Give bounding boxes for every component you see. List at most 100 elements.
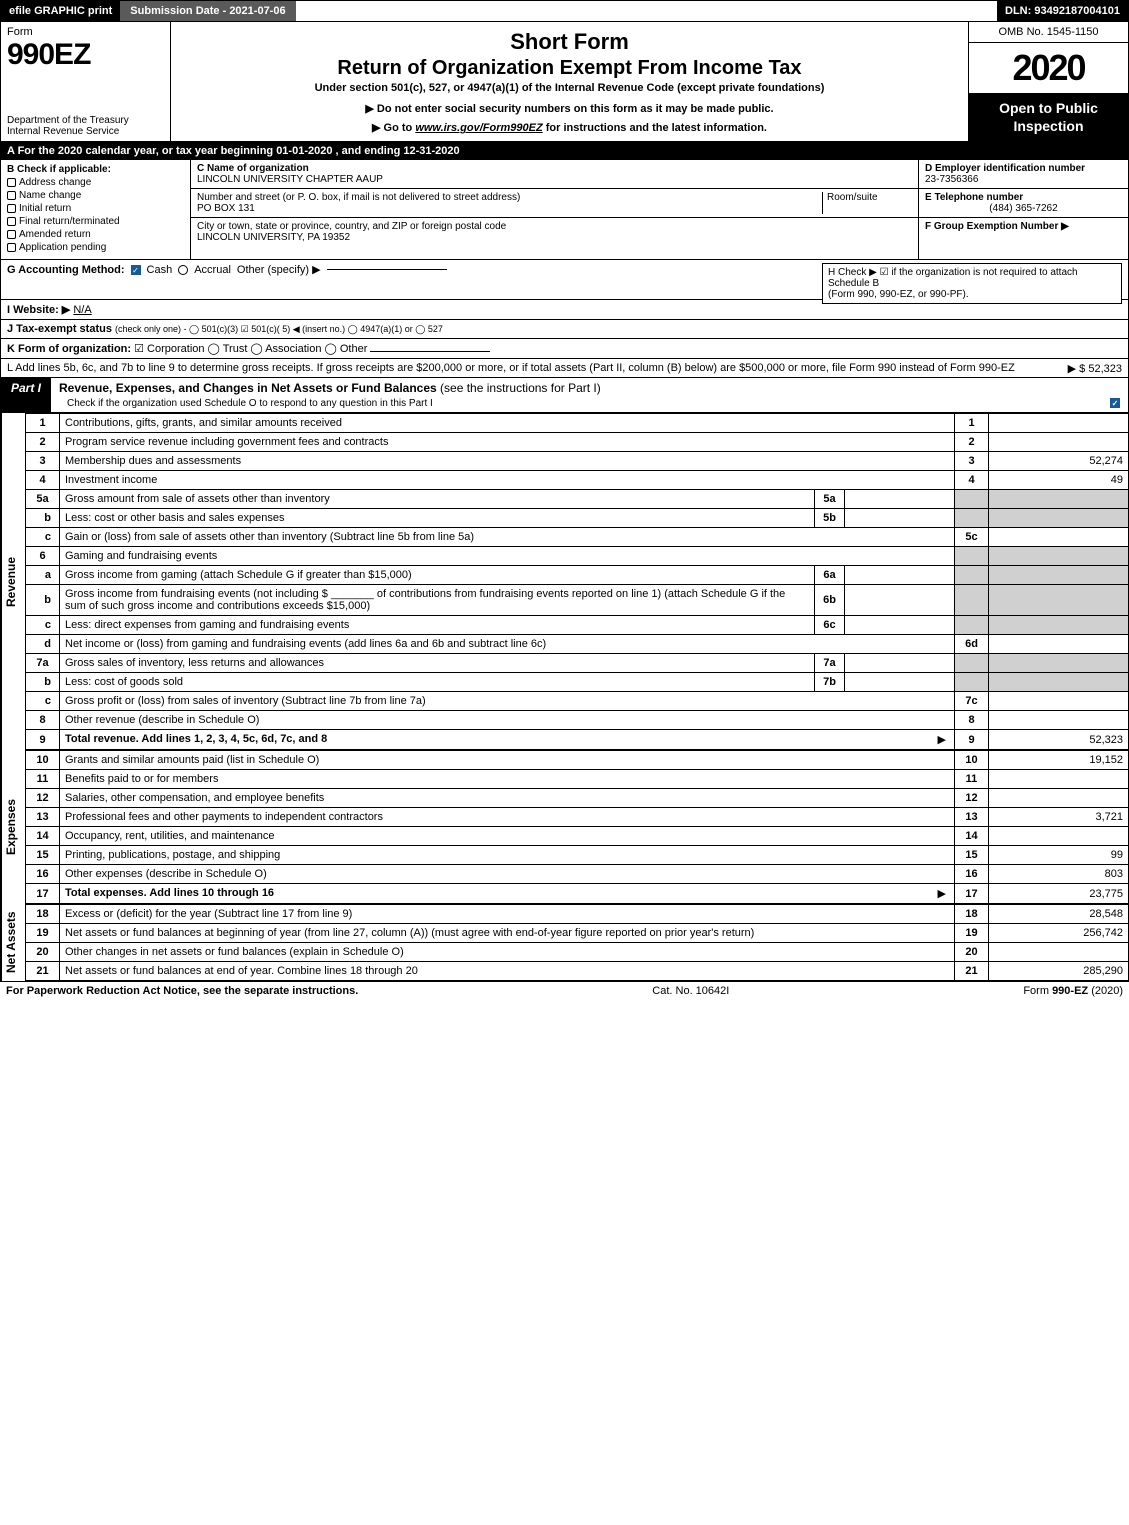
line-2: 2Program service revenue including gover…	[26, 433, 1129, 452]
line-1: 1Contributions, gifts, grants, and simil…	[26, 414, 1129, 433]
org-name-row: C Name of organization LINCOLN UNIVERSIT…	[191, 160, 918, 189]
website-label: I Website: ▶	[7, 304, 70, 316]
header-left: Form 990EZ Department of the Treasury In…	[1, 22, 171, 141]
line-21: 21Net assets or fund balances at end of …	[26, 962, 1129, 981]
address-row: Number and street (or P. O. box, if mail…	[191, 189, 918, 218]
line-6a: aGross income from gaming (attach Schedu…	[26, 566, 1129, 585]
section-l-amount: ▶ $ 52,323	[1068, 362, 1122, 375]
line-4: 4Investment income449	[26, 471, 1129, 490]
line-16: 16Other expenses (describe in Schedule O…	[26, 865, 1129, 884]
revenue-side-label: Revenue	[1, 413, 25, 750]
line-20: 20Other changes in net assets or fund ba…	[26, 943, 1129, 962]
h-text1: H Check ▶ ☑ if the organization is not r…	[828, 267, 1116, 289]
city-value: LINCOLN UNIVERSITY, PA 19352	[197, 232, 350, 243]
form-title-1: Short Form	[179, 29, 960, 55]
form-header: Form 990EZ Department of the Treasury In…	[0, 22, 1129, 142]
line-13: 13Professional fees and other payments t…	[26, 808, 1129, 827]
submission-date: Submission Date - 2021-07-06	[120, 1, 295, 21]
chk-amended-return[interactable]: Amended return	[7, 229, 184, 240]
topbar-spacer	[296, 1, 997, 21]
accrual-label: Accrual	[194, 264, 231, 276]
chk-accrual[interactable]	[178, 265, 188, 275]
netassets-section: Net Assets 18Excess or (deficit) for the…	[0, 904, 1129, 981]
form-subtitle: Under section 501(c), 527, or 4947(a)(1)…	[179, 82, 960, 94]
website-value: N/A	[73, 304, 91, 316]
line-9: 9Total revenue. Add lines 1, 2, 3, 4, 5c…	[26, 730, 1129, 750]
line-8: 8Other revenue (describe in Schedule O)8	[26, 711, 1129, 730]
chk-name-change[interactable]: Name change	[7, 190, 184, 201]
other-label: Other (specify) ▶	[237, 263, 321, 276]
chk-cash[interactable]: ✓	[131, 265, 141, 275]
schedule-o-check[interactable]: ✓	[1110, 398, 1120, 408]
catalog-number: Cat. No. 10642I	[652, 985, 729, 997]
line-12: 12Salaries, other compensation, and empl…	[26, 789, 1129, 808]
dept-irs: Internal Revenue Service	[7, 126, 164, 137]
ein-label: D Employer identification number	[925, 163, 1085, 174]
chk-initial-return[interactable]: Initial return	[7, 203, 184, 214]
section-k: K Form of organization: ☑ Corporation ◯ …	[0, 339, 1129, 359]
section-f: F Group Exemption Number ▶	[919, 218, 1128, 259]
part-1-tab: Part I	[1, 378, 51, 412]
group-exemption-label: F Group Exemption Number ▶	[925, 221, 1069, 232]
expenses-section: Expenses 10Grants and similar amounts pa…	[0, 750, 1129, 904]
chk-application-pending[interactable]: Application pending	[7, 242, 184, 253]
line-7c: cGross profit or (loss) from sales of in…	[26, 692, 1129, 711]
form-number: 990EZ	[7, 38, 164, 72]
department-label: Department of the Treasury Internal Reve…	[7, 115, 164, 137]
part-1-header: Part I Revenue, Expenses, and Changes in…	[0, 378, 1129, 413]
line-14: 14Occupancy, rent, utilities, and mainte…	[26, 827, 1129, 846]
line-6d: dNet income or (loss) from gaming and fu…	[26, 635, 1129, 654]
header-right: OMB No. 1545-1150 2020 Open to Public In…	[968, 22, 1128, 141]
section-d: D Employer identification number 23-7356…	[919, 160, 1128, 189]
form-org-other-input[interactable]	[370, 351, 490, 352]
section-c: C Name of organization LINCOLN UNIVERSIT…	[191, 160, 918, 259]
netassets-side-label: Net Assets	[1, 904, 25, 981]
city-row: City or town, state or province, country…	[191, 218, 918, 259]
efile-print-button[interactable]: efile GRAPHIC print	[1, 1, 120, 21]
section-e: E Telephone number (484) 365-7262	[919, 189, 1128, 218]
line-5b: bLess: cost or other basis and sales exp…	[26, 509, 1129, 528]
tax-year: 2020	[969, 43, 1128, 93]
form-word: Form	[7, 26, 164, 38]
irs-link[interactable]: www.irs.gov/Form990EZ	[415, 122, 542, 134]
tax-exempt-label: J Tax-exempt status	[7, 323, 112, 335]
chk-final-return[interactable]: Final return/terminated	[7, 216, 184, 227]
other-specify-input[interactable]	[327, 269, 447, 270]
part-1-subtitle: Check if the organization used Schedule …	[59, 398, 433, 409]
form-title-2: Return of Organization Exempt From Incom…	[179, 57, 960, 80]
goto-post: for instructions and the latest informat…	[546, 122, 767, 134]
section-b-header: B Check if applicable:	[7, 164, 184, 175]
info-right: D Employer identification number 23-7356…	[918, 160, 1128, 259]
form-org-label: K Form of organization:	[7, 343, 131, 355]
dln-label: DLN: 93492187004101	[997, 1, 1128, 21]
line-5a: 5aGross amount from sale of assets other…	[26, 490, 1129, 509]
section-b: B Check if applicable: Address change Na…	[1, 160, 191, 259]
omb-number: OMB No. 1545-1150	[969, 22, 1128, 43]
city-label: City or town, state or province, country…	[197, 221, 506, 232]
top-bar: efile GRAPHIC print Submission Date - 20…	[0, 0, 1129, 22]
expenses-table: 10Grants and similar amounts paid (list …	[25, 750, 1129, 904]
section-l-text: L Add lines 5b, 6c, and 7b to line 9 to …	[7, 362, 1015, 374]
section-i: I Website: ▶ N/A	[0, 300, 1129, 320]
line-11: 11Benefits paid to or for members11	[26, 770, 1129, 789]
netassets-table: 18Excess or (deficit) for the year (Subt…	[25, 904, 1129, 981]
phone-label: E Telephone number	[925, 192, 1023, 203]
revenue-section: Revenue 1Contributions, gifts, grants, a…	[0, 413, 1129, 750]
header-center: Short Form Return of Organization Exempt…	[171, 22, 968, 141]
chk-address-change[interactable]: Address change	[7, 177, 184, 188]
goto-notice: ▶ Go to www.irs.gov/Form990EZ for instru…	[179, 121, 960, 134]
line-17: 17Total expenses. Add lines 10 through 1…	[26, 884, 1129, 904]
line-15: 15Printing, publications, postage, and s…	[26, 846, 1129, 865]
line-10: 10Grants and similar amounts paid (list …	[26, 751, 1129, 770]
ssn-notice: ▶ Do not enter social security numbers o…	[179, 102, 960, 115]
form-ref: Form 990-EZ (2020)	[1023, 985, 1123, 997]
section-h: H Check ▶ ☑ if the organization is not r…	[822, 263, 1122, 304]
form-org-detail: ☑ Corporation ◯ Trust ◯ Association ◯ Ot…	[134, 343, 367, 355]
line-19: 19Net assets or fund balances at beginni…	[26, 924, 1129, 943]
goto-pre: ▶ Go to	[372, 122, 415, 134]
org-name-value: LINCOLN UNIVERSITY CHAPTER AAUP	[197, 174, 383, 185]
phone-value: (484) 365-7262	[925, 203, 1122, 214]
line-6c: cLess: direct expenses from gaming and f…	[26, 616, 1129, 635]
line-6b: bGross income from fundraising events (n…	[26, 585, 1129, 616]
ein-value: 23-7356366	[925, 174, 978, 185]
